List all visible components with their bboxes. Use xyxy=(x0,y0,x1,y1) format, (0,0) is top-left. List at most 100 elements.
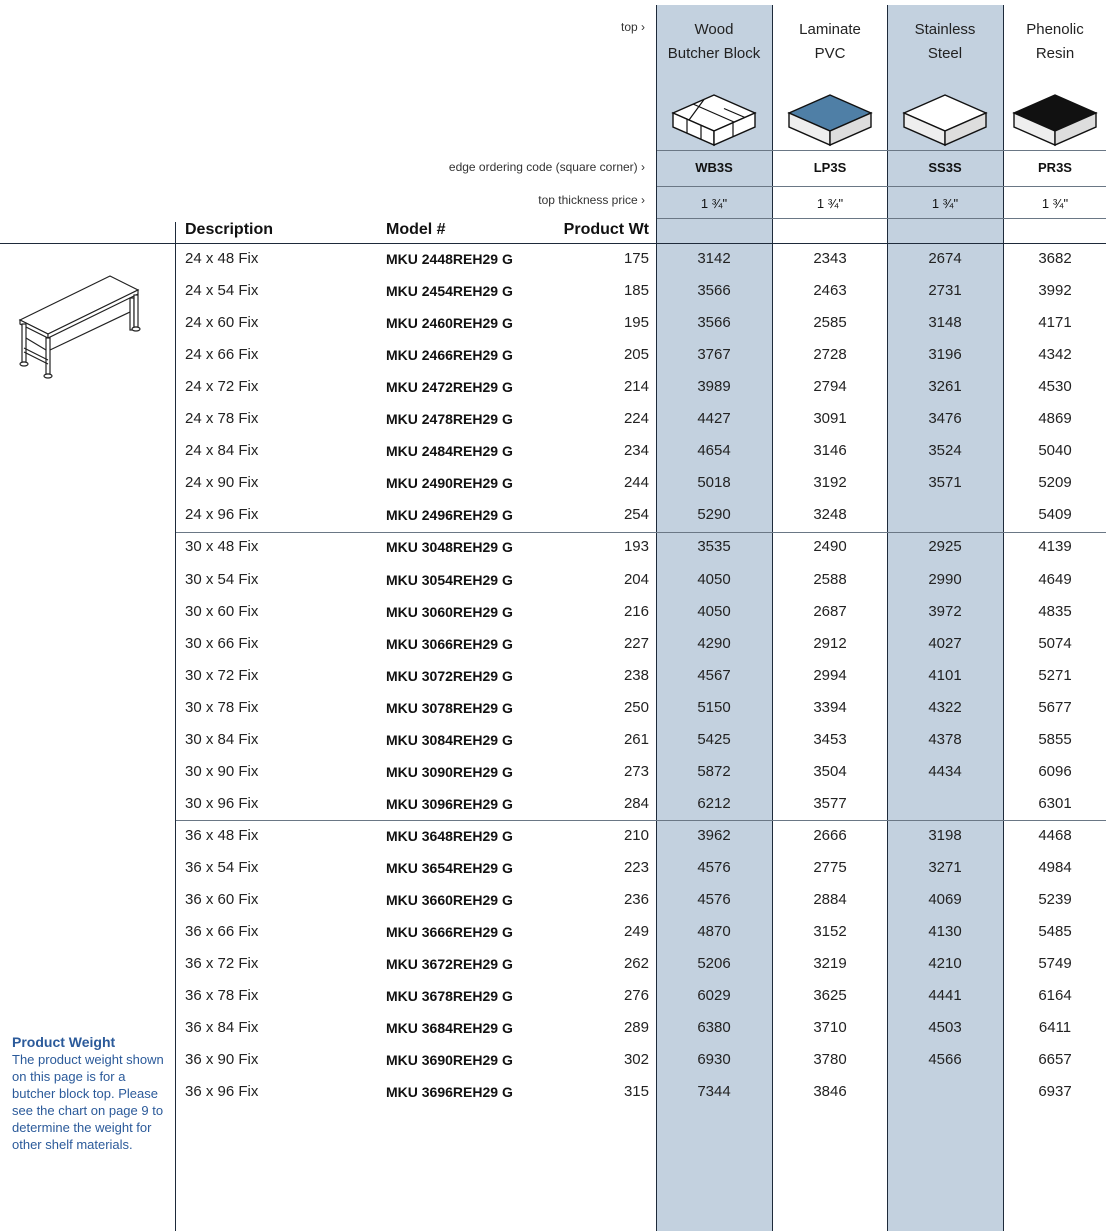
row-weight: 175 xyxy=(623,250,649,267)
row-description: 36 x 60 Fix xyxy=(185,891,259,908)
row-weight: 244 xyxy=(623,474,649,492)
row-price: 5485 xyxy=(1038,923,1072,941)
row-model-number: MKU 3060REH29 G xyxy=(386,603,513,620)
table-row: 36 x 60 Fix MKU 3660REH29 G 236 4576 2884 406… xyxy=(176,885,1106,917)
row-weight: 236 xyxy=(623,891,649,908)
description-header: Description xyxy=(185,221,274,238)
row-model-number: MKU 2466REH29 G xyxy=(386,347,513,364)
row-price: 3566 xyxy=(697,314,731,332)
edge-code: LP3S xyxy=(813,160,847,175)
row-price: 2687 xyxy=(813,602,847,620)
row-price: 4576 xyxy=(697,858,731,876)
row-price: 3992 xyxy=(1038,282,1072,300)
table-row: 36 x 66 Fix MKU 3666REH29 G 249 4870 3152 413… xyxy=(176,917,1106,949)
header-rule xyxy=(657,186,1106,187)
row-price: 3271 xyxy=(928,858,962,876)
row-price: 3972 xyxy=(928,602,962,620)
row-price: 4576 xyxy=(697,891,731,908)
material-header-laminate: Laminate PVC xyxy=(799,21,861,62)
row-price: 4290 xyxy=(697,634,731,652)
row-weight: 210 xyxy=(623,826,649,844)
row-price: 3504 xyxy=(813,762,847,780)
row-price: 3767 xyxy=(697,346,731,364)
wood-column-shade xyxy=(657,5,772,1231)
row-price: 4342 xyxy=(1038,346,1072,364)
row-price: 5290 xyxy=(697,506,731,524)
left-divider xyxy=(175,222,176,1231)
row-description: 36 x 90 Fix xyxy=(185,1051,259,1069)
row-price: 3142 xyxy=(697,250,731,267)
row-price: 6029 xyxy=(697,987,731,1005)
row-price: 2463 xyxy=(813,282,847,300)
row-description: 24 x 72 Fix xyxy=(185,378,259,396)
material-header-wood: Wood Butcher Block xyxy=(667,21,761,62)
row-model-number: MKU 2478REH29 G xyxy=(386,411,513,428)
row-price: 4210 xyxy=(928,955,962,973)
table-row: 30 x 54 Fix MKU 3054REH29 G 204 4050 2588 299… xyxy=(176,565,1106,597)
row-price: 2794 xyxy=(813,378,847,396)
row-price: 3625 xyxy=(813,987,847,1005)
row-description: 36 x 72 Fix xyxy=(185,955,259,973)
row-model-number: MKU 3066REH29 G xyxy=(386,635,513,652)
row-price: 2666 xyxy=(813,826,847,844)
row-price: 2912 xyxy=(813,634,847,652)
note-title: Product Weight xyxy=(12,1034,116,1050)
row-price: 2490 xyxy=(813,538,847,556)
row-weight: 249 xyxy=(623,923,649,941)
row-description: 30 x 66 Fix xyxy=(185,634,259,652)
row-price: 2674 xyxy=(928,250,962,267)
thickness-value: 1 ¾" xyxy=(1041,196,1069,211)
row-model-number: MKU 3654REH29 G xyxy=(386,859,513,876)
weight-header: Product Wt xyxy=(563,221,649,238)
row-price: 4434 xyxy=(928,762,962,780)
row-price: 6937 xyxy=(1038,1083,1072,1101)
row-model-number: MKU 3690REH29 G xyxy=(386,1052,513,1069)
thickness-value: 1 ¾" xyxy=(700,196,728,211)
material-header-phenolic: Phenolic Resin xyxy=(1026,21,1084,62)
edge-code: PR3S xyxy=(1038,160,1072,175)
table-row: 30 x 48 Fix MKU 3048REH29 G 193 3535 2490 292… xyxy=(176,532,1106,564)
row-description: 24 x 48 Fix xyxy=(185,250,259,267)
row-model-number: MKU 3684REH29 G xyxy=(386,1020,513,1037)
table-row: 36 x 90 Fix MKU 3690REH29 G 302 6930 3780 456… xyxy=(176,1045,1106,1077)
row-model-number: MKU 3666REH29 G xyxy=(386,924,513,941)
row-price: 3152 xyxy=(813,923,847,941)
row-price: 7344 xyxy=(697,1083,731,1101)
row-price: 3394 xyxy=(813,698,847,716)
row-price: 2731 xyxy=(928,282,962,300)
row-weight: 238 xyxy=(623,666,649,684)
row-description: 30 x 48 Fix xyxy=(185,538,259,556)
row-price: 4835 xyxy=(1038,602,1072,620)
table-row: 30 x 66 Fix MKU 3066REH29 G 227 4290 2912 402… xyxy=(176,629,1106,661)
row-model-number: MKU 2472REH29 G xyxy=(386,379,513,396)
row-price: 4870 xyxy=(697,923,731,941)
row-price: 2588 xyxy=(813,570,847,588)
col-divider xyxy=(1003,5,1004,1231)
row-price: 3453 xyxy=(813,730,847,748)
row-price: 4984 xyxy=(1038,858,1072,876)
steel-swatch-icon xyxy=(888,88,1002,150)
row-price: 5239 xyxy=(1038,891,1072,908)
table-row: 30 x 60 Fix MKU 3060REH29 G 216 4050 2687 397… xyxy=(176,597,1106,629)
row-price: 2884 xyxy=(813,891,847,908)
row-weight: 224 xyxy=(623,410,649,428)
row-model-number: MKU 3648REH29 G xyxy=(386,827,513,844)
product-weight-note: Product Weight The product weight shown … xyxy=(12,1034,172,1153)
row-model-number: MKU 3660REH29 G xyxy=(386,892,513,908)
row-price: 3682 xyxy=(1038,250,1072,267)
table-row: 24 x 78 Fix MKU 2478REH29 G 224 4427 3091 347… xyxy=(176,404,1106,436)
edge-code: SS3S xyxy=(928,160,962,175)
row-description: 30 x 96 Fix xyxy=(185,794,259,812)
row-weight: 205 xyxy=(623,346,649,364)
row-price: 6930 xyxy=(697,1051,731,1069)
row-weight: 289 xyxy=(623,1019,649,1037)
row-price: 2925 xyxy=(928,538,962,556)
row-price: 4468 xyxy=(1038,826,1072,844)
row-price: 4050 xyxy=(697,570,731,588)
table-row: 24 x 54 Fix MKU 2454REH29 G 185 3566 2463 273… xyxy=(176,276,1106,308)
row-weight: 261 xyxy=(623,730,649,748)
row-price: 4378 xyxy=(928,730,962,748)
row-weight: 216 xyxy=(623,602,649,620)
row-model-number: MKU 3054REH29 G xyxy=(386,571,513,588)
row-price: 5206 xyxy=(697,955,731,973)
